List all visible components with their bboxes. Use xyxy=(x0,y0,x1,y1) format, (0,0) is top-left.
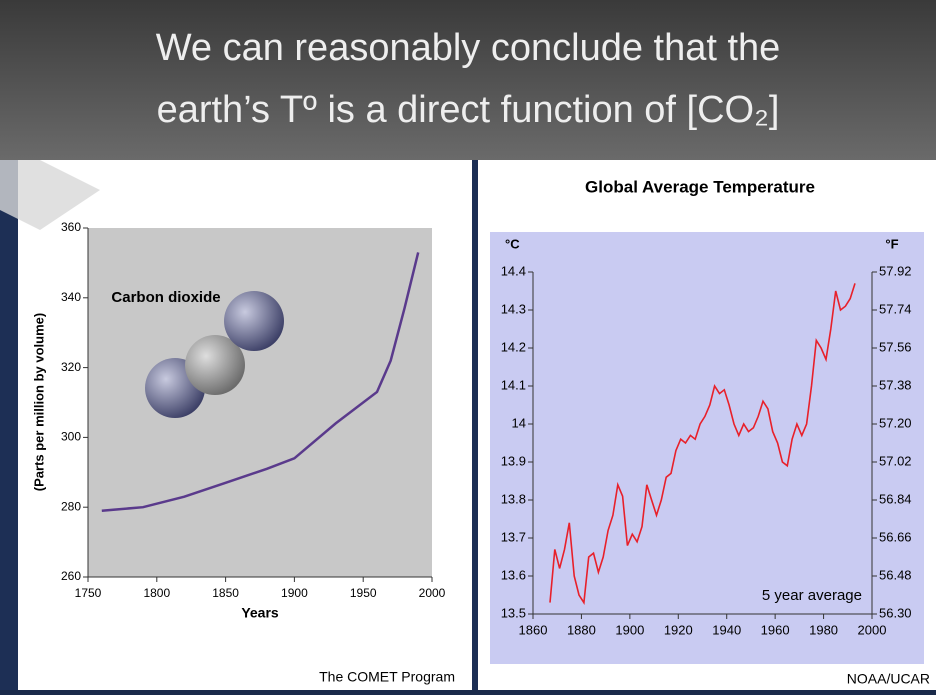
x-tick-label: 1980 xyxy=(809,622,838,637)
y2-tick-label: 56.66 xyxy=(879,529,912,544)
x-tick-label: 1860 xyxy=(519,622,548,637)
x-tick-label: 1940 xyxy=(712,622,741,637)
x-tick-label: 1960 xyxy=(761,622,790,637)
y-tick-label: 14.4 xyxy=(501,263,526,278)
annotation: Carbon dioxide xyxy=(111,289,220,306)
y2-tick-label: 57.56 xyxy=(879,339,912,354)
y-tick-label: 14.3 xyxy=(501,301,526,316)
y-tick-label: 360 xyxy=(61,220,81,234)
y-tick-label: 320 xyxy=(61,360,81,374)
y2-axis-label: °F xyxy=(885,236,898,251)
y2-tick-label: 57.20 xyxy=(879,415,912,430)
slide-title: earth’s Tº is a direct function of [CO₂] xyxy=(157,89,780,131)
y-tick-label: 260 xyxy=(61,569,81,583)
x-tick-label: 1750 xyxy=(75,586,102,600)
x-tick-label: 2000 xyxy=(858,622,887,637)
x-tick-label: 1800 xyxy=(143,586,170,600)
x-tick-label: 1880 xyxy=(567,622,596,637)
y2-tick-label: 57.92 xyxy=(879,263,912,278)
y2-tick-label: 57.38 xyxy=(879,377,912,392)
y2-tick-label: 56.84 xyxy=(879,491,912,506)
x-tick-label: 1900 xyxy=(615,622,644,637)
y-tick-label: 14 xyxy=(512,415,526,430)
x-tick-label: 1900 xyxy=(281,586,308,600)
y-tick-label: 13.5 xyxy=(501,605,526,620)
y2-tick-label: 57.02 xyxy=(879,453,912,468)
x-axis-label: Years xyxy=(241,605,279,621)
y-tick-label: 340 xyxy=(61,290,81,304)
y-tick-label: 13.7 xyxy=(501,529,526,544)
credit: The COMET Program xyxy=(319,669,455,685)
y-axis-label: (Parts per million by volume) xyxy=(31,313,46,491)
y-tick-label: 14.2 xyxy=(501,339,526,354)
plot-area xyxy=(88,228,432,577)
x-tick-label: 1920 xyxy=(664,622,693,637)
y-tick-label: 13.8 xyxy=(501,491,526,506)
y-tick-label: 13.6 xyxy=(501,567,526,582)
y2-tick-label: 56.30 xyxy=(879,605,912,620)
slide-title: We can reasonably conclude that the xyxy=(156,27,781,69)
chart-title: Global Average Temperature xyxy=(585,177,815,196)
credit: NOAA/UCAR xyxy=(847,671,930,687)
y-tick-label: 13.9 xyxy=(501,453,526,468)
y2-tick-label: 56.48 xyxy=(879,567,912,582)
page: We can reasonably conclude that the eart… xyxy=(0,0,936,690)
y-tick-label: 280 xyxy=(61,499,81,513)
x-tick-label: 2000 xyxy=(419,586,446,600)
annotation: 5 year average xyxy=(762,587,862,604)
header xyxy=(0,0,936,160)
y-tick-label: 14.1 xyxy=(501,377,526,392)
x-tick-label: 1950 xyxy=(350,586,377,600)
slide: We can reasonably conclude that the eart… xyxy=(0,0,936,690)
y2-tick-label: 57.74 xyxy=(879,301,912,316)
y-tick-label: 300 xyxy=(61,430,81,444)
y-axis-label: °C xyxy=(505,236,520,251)
x-tick-label: 1850 xyxy=(212,586,239,600)
molecule xyxy=(224,291,284,351)
